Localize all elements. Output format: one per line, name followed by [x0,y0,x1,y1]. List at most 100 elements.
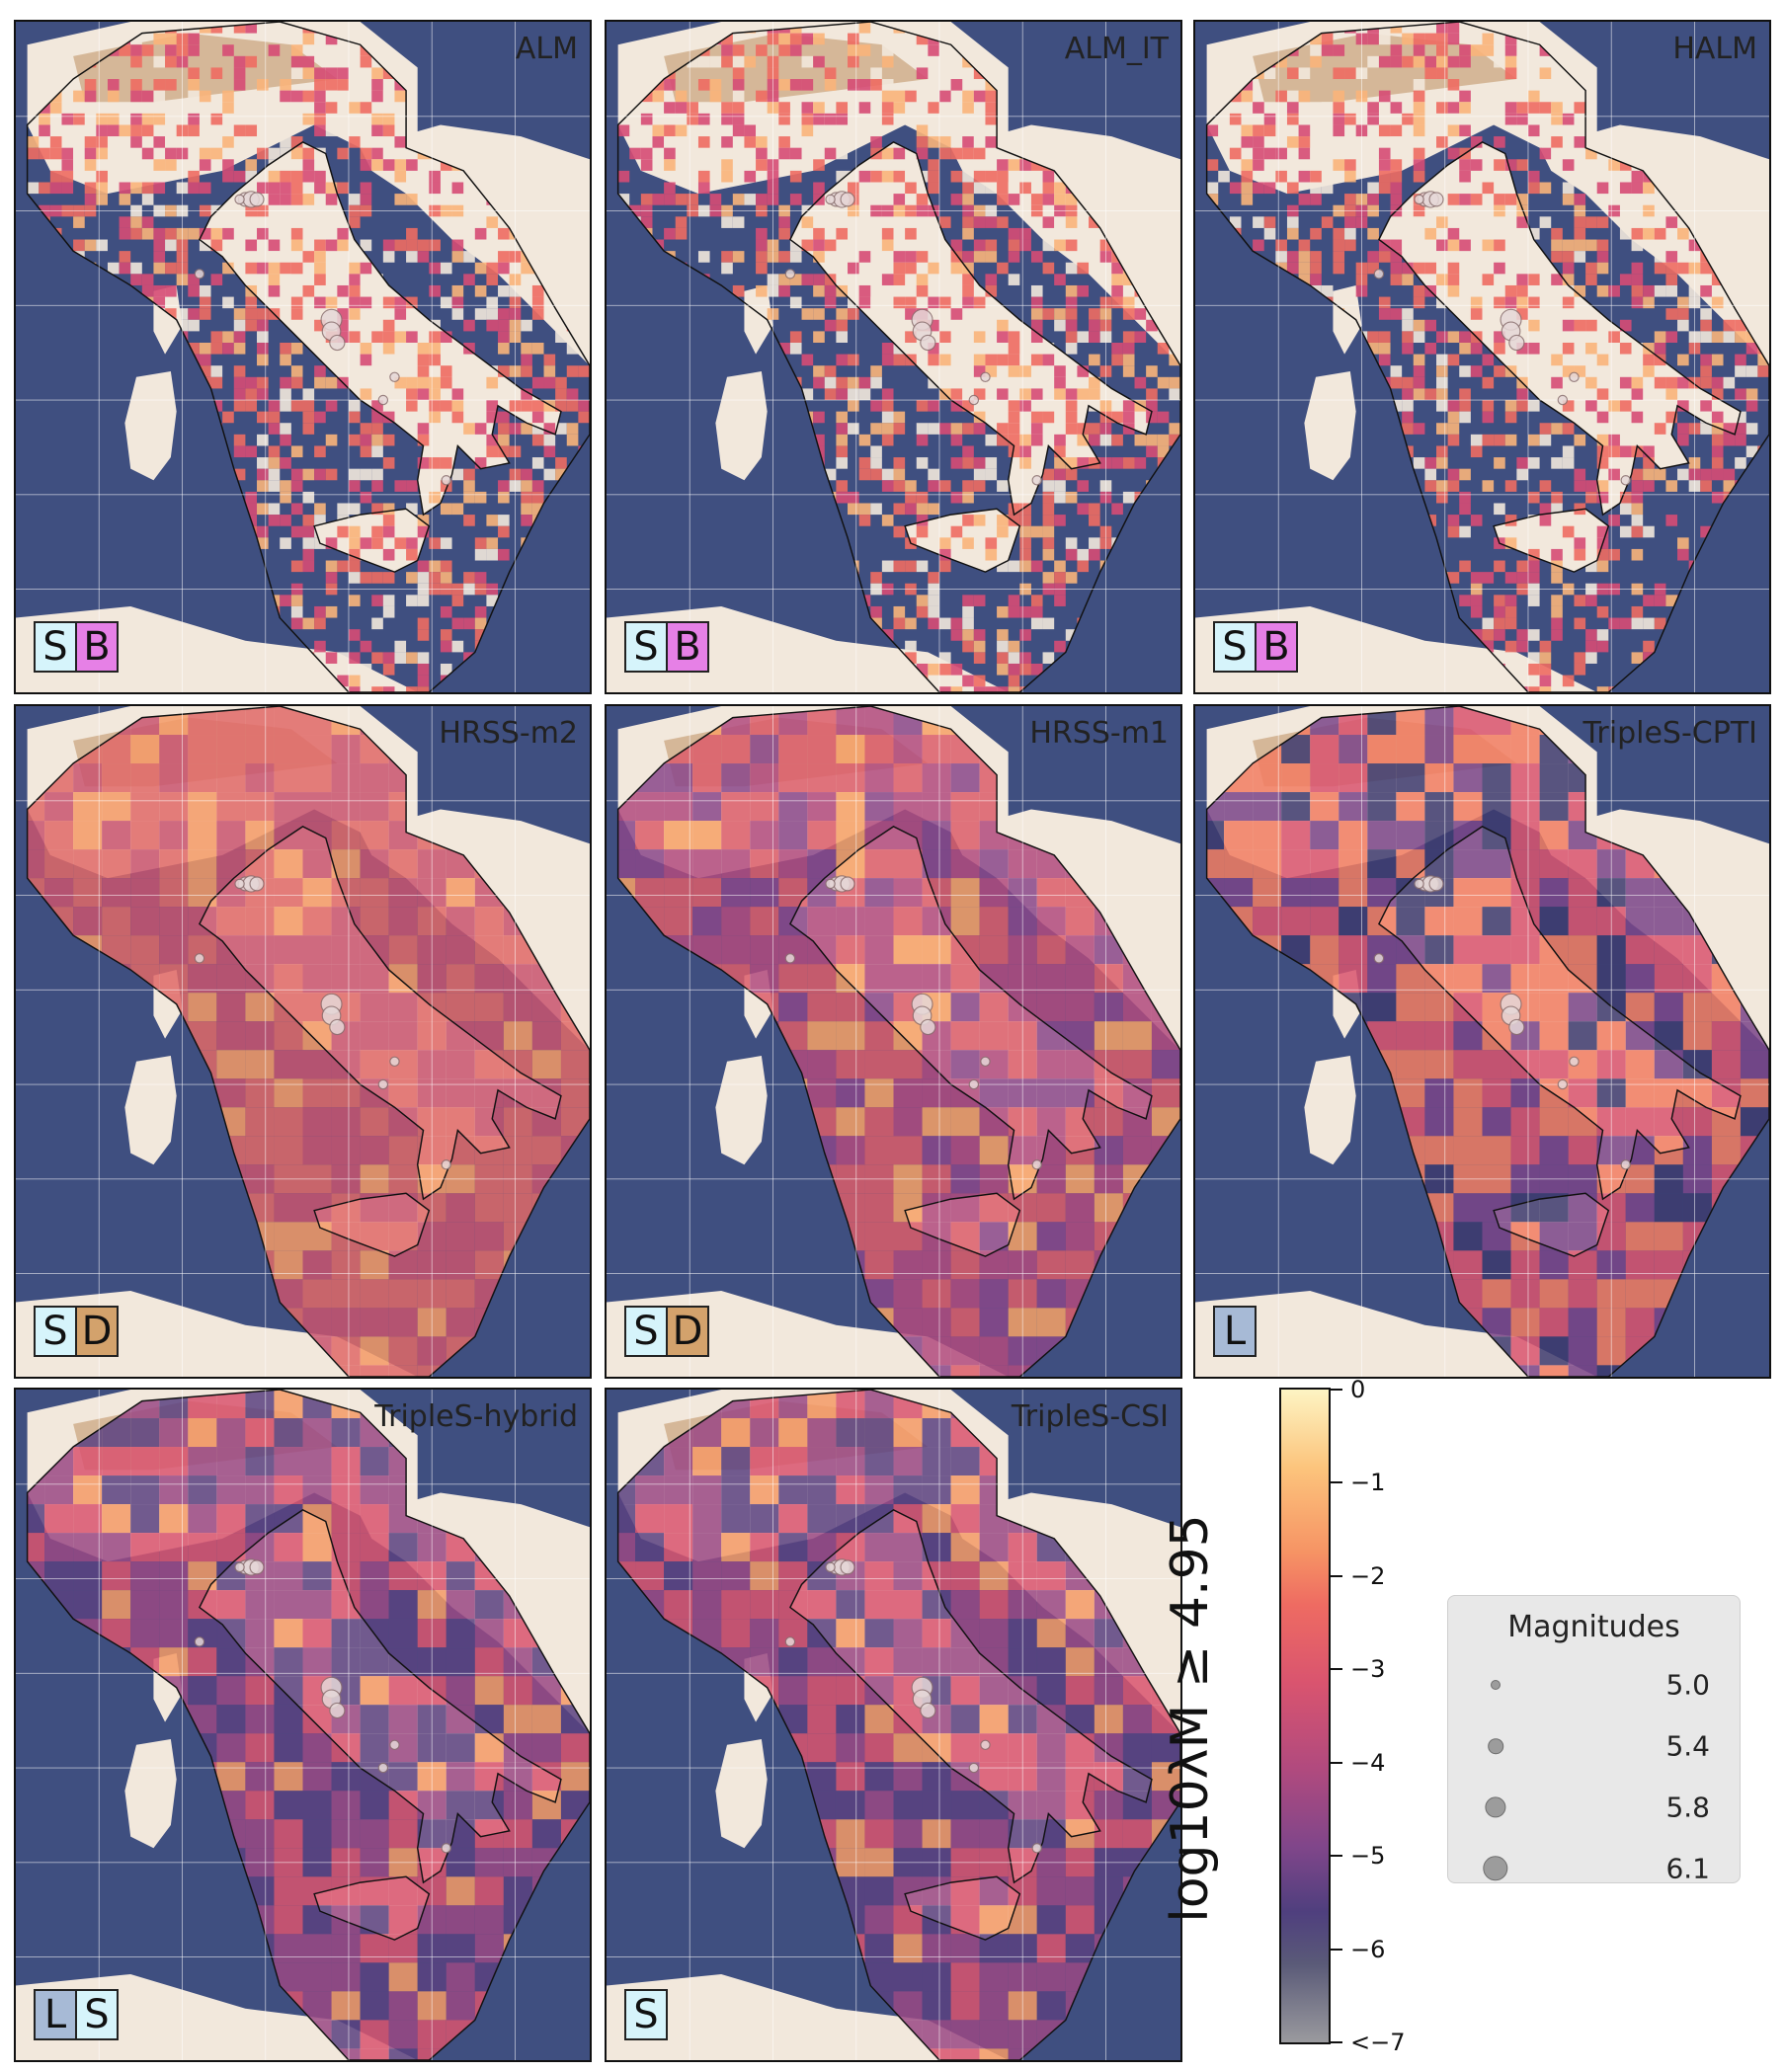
testing-region-outline [26,22,590,692]
colorbar-tick-label: −1 [1350,1469,1386,1497]
map-panel-hrss-m1: HRSS-m1 S D [605,704,1182,1379]
italy-land [199,141,561,516]
colorbar-tick [1331,1761,1342,1764]
earthquake-marker [840,876,855,892]
model-class-badges: L [1213,1306,1257,1357]
earthquake-marker [980,1056,991,1068]
map-panel-hrss-m2: HRSS-m2 S D [14,704,592,1379]
earthquake-marker [249,1559,265,1575]
earthquake-marker [1620,1159,1631,1170]
badge-s: S [34,621,77,673]
forecast-map [607,706,1180,1377]
testing-region-outline [26,1390,590,2060]
earthquake-marker [389,1056,400,1068]
earthquake-marker [968,1078,980,1090]
sardinia-land [124,1056,177,1165]
earthquake-marker [1031,1159,1042,1170]
earthquake-marker [920,1018,936,1036]
earthquake-marker [234,878,245,890]
sardinia-land [715,371,768,481]
italy-land [1378,141,1741,516]
italy-coastline [788,826,1153,1201]
panel-title: HRSS-m2 [439,716,578,751]
testing-region-outline [26,706,590,1377]
badge-b: B [1255,621,1298,673]
colorbar-title: log10λM ≥ 4.95 [1161,1514,1220,1923]
legend-label: 5.4 [1665,1729,1710,1763]
forecast-map [607,22,1180,692]
badge-d: D [75,1306,119,1357]
earthquake-marker [825,878,836,890]
earthquake-marker [377,394,389,406]
colorbar-tick [1331,2041,1342,2043]
italy-coastline [198,826,562,1201]
map-panel-alm: ALM S B [14,20,592,694]
sardinia-land [715,1056,768,1165]
colorbar-tick-label: −4 [1350,1748,1386,1777]
legend-item: 6.1 [1448,1849,1740,1888]
panel-title: HALM [1672,32,1757,66]
earthquake-marker [1031,1843,1042,1854]
sicily-coastline [904,1192,1021,1257]
legend-label: 5.0 [1665,1668,1710,1702]
earthquake-marker [441,475,451,486]
italy-coastline [788,141,1153,517]
badge-b: B [666,621,709,673]
sardinia-land [124,371,177,481]
panel-title: ALM_IT [1064,32,1169,66]
panel-title: TripleS-hybrid [374,1399,578,1434]
sicily-coastline [904,508,1021,573]
earthquake-marker [234,1561,245,1573]
forecast-map [16,22,590,692]
badge-b: B [75,621,119,673]
earthquake-marker [1428,876,1444,892]
earthquake-marker [194,269,205,279]
colorbar-tick [1331,1668,1342,1671]
earthquake-marker [249,192,265,207]
forecast-map [16,706,590,1377]
earthquake-marker [329,334,346,352]
legend-marker [1488,1738,1503,1754]
sardinia-land [1304,371,1356,481]
earthquake-marker [1428,192,1444,207]
panel-title: HRSS-m1 [1029,716,1169,751]
badge-s: S [75,1989,119,2040]
italy-coastline [1377,826,1742,1201]
colorbar-tick-label: −3 [1350,1655,1386,1684]
forecast-map [1195,22,1769,692]
sicily-coastline [904,1875,1021,1941]
colorbar-tick-label: <−7 [1350,2029,1406,2056]
colorbar-tick [1331,1855,1342,1858]
sicily-coastline [1493,508,1610,573]
legend-marker [1485,1796,1506,1818]
legend-marker [1483,1856,1508,1881]
earthquake-marker [784,953,796,964]
earthquake-marker [1557,1078,1569,1090]
earthquake-marker [249,876,265,892]
map-panel-triples-hybrid: TripleS-hybrid L S [14,1388,592,2062]
earthquake-marker [1508,334,1525,352]
earthquake-marker [1557,394,1569,406]
badge-l: L [1213,1306,1257,1357]
sardinia-land [124,1739,177,1849]
panel-title: ALM [515,32,578,66]
panel-title: TripleS-CSI [1011,1399,1169,1434]
legend-marker [1491,1680,1501,1690]
earthquake-marker [1414,878,1424,890]
legend-item: 5.0 [1448,1665,1740,1705]
sardinia-land [715,1739,768,1849]
earthquake-marker [980,1739,991,1751]
testing-region-outline [1205,706,1769,1377]
colorbar-tick-label: −5 [1350,1842,1386,1871]
model-class-badges: S [624,1989,668,2040]
testing-region-outline [616,1390,1180,2060]
earthquake-marker [784,269,796,279]
magnitude-legend: Magnitudes 5.0 5.4 5.8 6.1 [1447,1595,1741,1885]
earthquake-marker [1508,1018,1525,1036]
legend-item: 5.8 [1448,1788,1740,1827]
earthquake-marker [329,1702,346,1719]
sicily-coastline [313,508,431,573]
